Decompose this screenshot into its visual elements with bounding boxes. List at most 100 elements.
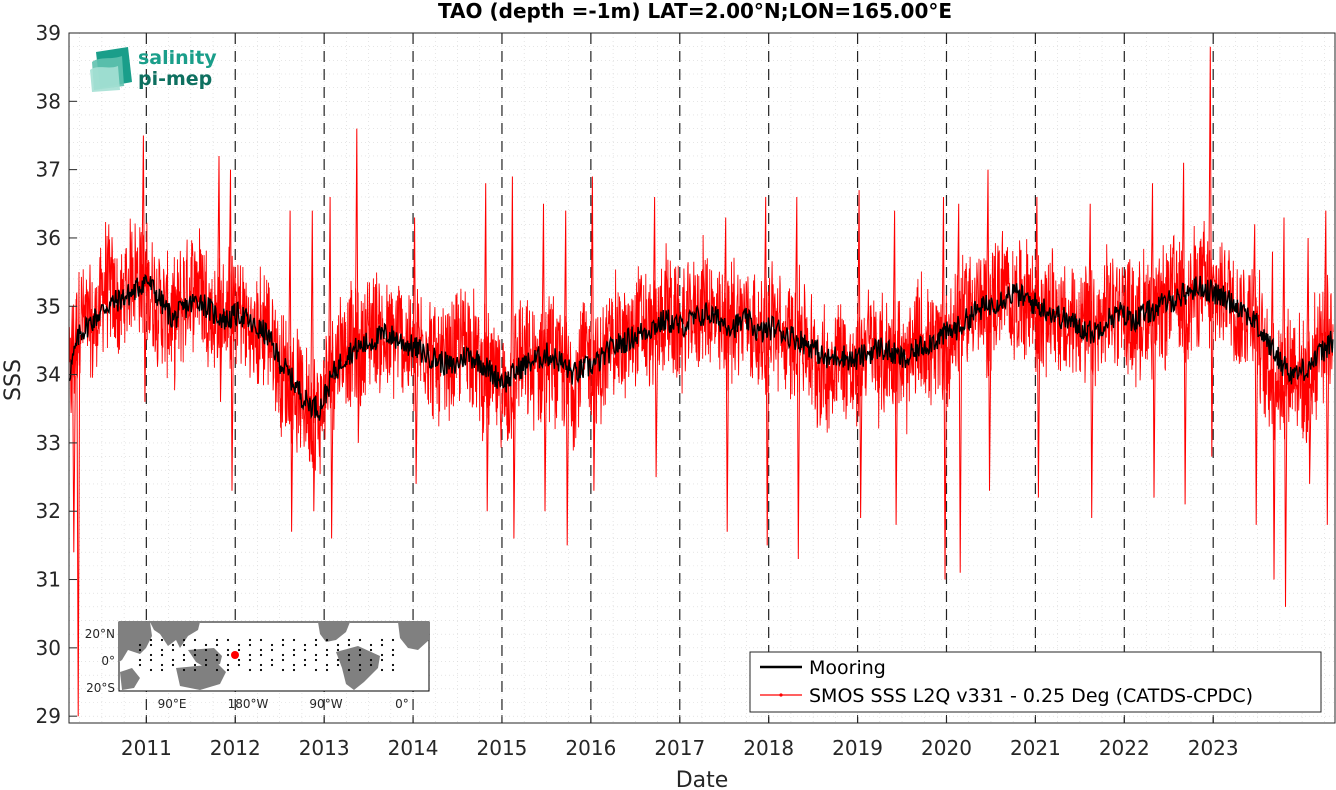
- series-smos: [68, 46, 1334, 717]
- buoy-dot: [303, 643, 307, 647]
- buoy-dot: [160, 663, 164, 667]
- y-tick-label: 36: [36, 226, 61, 250]
- smos-spike: [956, 203, 963, 573]
- buoy-dot: [358, 668, 362, 672]
- y-tick-label: 29: [36, 704, 61, 728]
- buoy-dot: [270, 643, 274, 647]
- buoy-dot: [347, 668, 351, 672]
- buoy-dot: [171, 648, 175, 652]
- inset-lon-label-180w: 180°W: [228, 697, 269, 711]
- y-tick-label: 30: [36, 636, 61, 660]
- buoy-dot: [204, 648, 208, 652]
- y-axis-ticks: 29 30 31 32 33 34 35 36 37 38 39: [36, 21, 77, 728]
- x-tick-label: 2011: [121, 736, 172, 760]
- smos-spike: [1252, 224, 1259, 525]
- smos-spike: [70, 306, 76, 553]
- smos-spike: [1150, 183, 1156, 498]
- logo-text-line1: salinity: [138, 47, 217, 69]
- buoy-dot: [193, 653, 197, 657]
- buoy-dot: [314, 638, 318, 642]
- x-tick-label: 2021: [1010, 736, 1061, 760]
- smos-spike: [483, 183, 490, 512]
- buoy-dot: [182, 658, 186, 662]
- buoy-dot: [270, 648, 274, 652]
- buoy-dot: [325, 648, 329, 652]
- buoy-dot: [171, 658, 175, 662]
- x-axis-ticks: 2011 2012 2013 2014 2015 2016 2017 2018 2019 2020…: [121, 715, 1239, 760]
- smos-spike: [310, 210, 316, 512]
- buoy-dot: [380, 643, 384, 647]
- buoy-dot: [149, 658, 153, 662]
- buoy-dot: [182, 643, 186, 647]
- buoy-dot: [248, 658, 252, 662]
- buoy-dot: [358, 638, 362, 642]
- smos-spike: [590, 176, 596, 491]
- buoy-dot: [138, 643, 142, 647]
- x-axis-label: Date: [676, 768, 729, 790]
- smos-spike: [288, 210, 294, 532]
- inset-lon-label-90e: 90°E: [158, 697, 187, 711]
- y-tick-label: 34: [36, 363, 61, 387]
- buoy-dot: [160, 653, 164, 657]
- buoy-dot: [281, 653, 285, 657]
- buoy-dot: [391, 663, 395, 667]
- x-tick-label: 2020: [921, 736, 972, 760]
- buoy-dot: [182, 653, 186, 657]
- buoy-dot: [292, 668, 296, 672]
- buoy-dot: [303, 648, 307, 652]
- buoy-dot: [380, 658, 384, 662]
- buoy-dot: [215, 638, 219, 642]
- buoy-dot: [237, 643, 241, 647]
- smos-spike: [892, 210, 899, 525]
- smos-spike: [723, 217, 730, 532]
- inset-lon-label-0: 0°: [395, 697, 409, 711]
- y-tick-label: 39: [36, 21, 61, 45]
- buoy-dot: [259, 648, 263, 652]
- buoy-dot: [248, 668, 252, 672]
- smos-spike: [1088, 203, 1094, 519]
- legend-marker-smos: [779, 693, 783, 697]
- buoy-dot: [138, 648, 142, 652]
- smos-spike: [986, 169, 992, 491]
- buoy-dot: [325, 653, 329, 657]
- smos-spike: [794, 196, 801, 560]
- x-tick-label: 2017: [654, 736, 705, 760]
- inset-map: 20°N 0° 20°S 90°E 180°W 90°W 0°: [85, 621, 430, 711]
- y-tick-label: 31: [36, 568, 61, 592]
- buoy-dot: [380, 668, 384, 672]
- chart-title: TAO (depth =-1m) LAT=2.00°N;LON=165.00°E: [438, 0, 952, 23]
- buoy-dot: [215, 658, 219, 662]
- smos-spike: [510, 176, 516, 539]
- x-tick-label: 2022: [1099, 736, 1150, 760]
- y-tick-label: 35: [36, 294, 61, 318]
- smos-spike: [1034, 196, 1041, 498]
- legend-box: [749, 651, 1322, 713]
- smos-spike: [217, 155, 223, 402]
- smos-spike: [1323, 210, 1330, 525]
- y-tick-label: 33: [36, 431, 61, 455]
- buoy-dot: [369, 648, 373, 652]
- buoy-dot: [325, 638, 329, 642]
- buoy-dot: [248, 643, 252, 647]
- smos-spike: [328, 196, 334, 539]
- buoy-dot: [259, 668, 263, 672]
- legend-label-mooring: Mooring: [809, 657, 886, 679]
- buoy-dot: [380, 653, 384, 657]
- buoy-dot: [369, 658, 373, 662]
- x-tick-label: 2013: [299, 736, 350, 760]
- y-tick-label: 32: [36, 499, 61, 523]
- buoy-dot: [204, 643, 208, 647]
- buoy-dot: [292, 648, 296, 652]
- buoy-dot: [391, 648, 395, 652]
- smos-spike: [74, 292, 81, 717]
- x-tick-label: 2019: [832, 736, 883, 760]
- buoy-dot: [325, 668, 329, 672]
- smos-spike: [652, 196, 659, 478]
- smos-spike: [1306, 237, 1312, 484]
- smos-line: [68, 218, 1334, 475]
- y-axis-label: SSS: [1, 359, 26, 401]
- plot-frame: [68, 32, 1336, 724]
- smos-spike: [763, 196, 770, 546]
- buoy-dot: [303, 663, 307, 667]
